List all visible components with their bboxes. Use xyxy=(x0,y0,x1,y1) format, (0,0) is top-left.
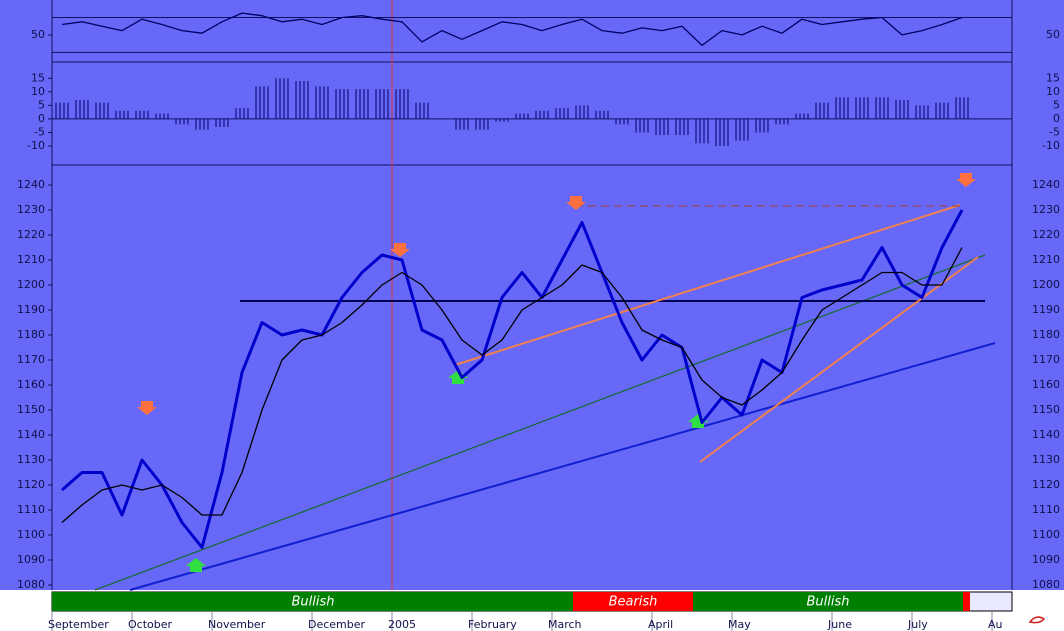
y-tick-label: 5 xyxy=(1053,98,1060,111)
x-tick-label: 2005 xyxy=(388,618,416,631)
y-tick-label: 1080 xyxy=(1032,578,1060,591)
y-tick-label: 1200 xyxy=(17,278,45,291)
signal-bearish xyxy=(573,592,693,611)
sell-arrow xyxy=(956,173,976,187)
y-tick-label: 1190 xyxy=(1032,303,1060,316)
buy-arrow xyxy=(448,370,468,384)
y-tick-label: 1240 xyxy=(1032,178,1060,191)
y-tick-label: 1120 xyxy=(17,478,45,491)
y-tick-label: 1150 xyxy=(1032,403,1060,416)
x-tick-label: Au xyxy=(988,618,1003,631)
y-tick-label: 15 xyxy=(1046,71,1060,84)
y-tick-label: -10 xyxy=(1042,139,1060,152)
signal-label: Bullish xyxy=(806,595,849,610)
y-tick-label: 1220 xyxy=(1032,228,1060,241)
x-tick-label: April xyxy=(648,618,673,631)
buy-arrow xyxy=(186,558,206,572)
x-tick-label: November xyxy=(208,618,266,631)
series-line xyxy=(61,247,963,523)
x-tick-label: June xyxy=(827,618,852,631)
y-tick-label: 10 xyxy=(31,85,45,98)
y-tick-label: 1080 xyxy=(17,578,45,591)
y-tick-label: 1200 xyxy=(1032,278,1060,291)
x-tick-label: March xyxy=(548,618,582,631)
y-tick-label: 1140 xyxy=(1032,428,1060,441)
x-tick-label: December xyxy=(308,618,366,631)
signal-bullish xyxy=(52,592,573,611)
x-tick-label: May xyxy=(728,618,751,631)
y-tick-label: 0 xyxy=(38,112,45,125)
signal-bearish xyxy=(963,592,970,611)
signal-label: Bearish xyxy=(609,595,658,610)
y-tick-label: 1130 xyxy=(17,453,45,466)
y-tick-label: 1110 xyxy=(17,503,45,516)
y-tick-label: 1230 xyxy=(17,203,45,216)
y-tick-label: 1150 xyxy=(17,403,45,416)
sell-arrow xyxy=(390,243,410,257)
signal-label: Bullish xyxy=(291,595,334,610)
y-tick-label: 1170 xyxy=(17,353,45,366)
series-line xyxy=(61,209,964,549)
logo xyxy=(1028,616,1046,624)
y-tick-label: -5 xyxy=(1049,125,1060,138)
y-tick-label: 1110 xyxy=(1032,503,1060,516)
y-tick-label: 50 xyxy=(1046,28,1060,41)
sell-arrow xyxy=(566,196,586,210)
y-tick-label: 1210 xyxy=(17,253,45,266)
background xyxy=(0,0,1064,590)
y-tick-label: -10 xyxy=(27,139,45,152)
y-tick-label: 50 xyxy=(31,28,45,41)
y-tick-label: 1220 xyxy=(17,228,45,241)
buy-arrow xyxy=(688,414,708,428)
y-tick-label: 1120 xyxy=(1032,478,1060,491)
y-tick-label: 1190 xyxy=(17,303,45,316)
y-tick-label: 1090 xyxy=(1032,553,1060,566)
trend-line xyxy=(454,204,961,366)
y-tick-label: 1160 xyxy=(1032,378,1060,391)
sell-arrow xyxy=(137,401,157,415)
x-tick-label: July xyxy=(907,618,928,631)
y-tick-label: 1180 xyxy=(1032,328,1060,341)
y-tick-label: 1090 xyxy=(17,553,45,566)
x-tick-label: October xyxy=(128,618,172,631)
y-tick-label: 1180 xyxy=(17,328,45,341)
y-tick-label: 1100 xyxy=(1032,528,1060,541)
signal-bullish xyxy=(693,592,963,611)
y-tick-label: 1210 xyxy=(1032,253,1060,266)
y-tick-label: 15 xyxy=(31,71,45,84)
y-tick-label: 0 xyxy=(1053,112,1060,125)
trend-line xyxy=(94,254,986,591)
y-tick-label: 1170 xyxy=(1032,353,1060,366)
y-tick-label: 10 xyxy=(1046,85,1060,98)
y-tick-label: 1130 xyxy=(1032,453,1060,466)
y-tick-label: 1160 xyxy=(17,378,45,391)
y-tick-label: 1100 xyxy=(17,528,45,541)
trend-line xyxy=(129,342,996,591)
y-tick-label: -5 xyxy=(34,125,45,138)
trend-line xyxy=(699,256,979,463)
x-tick-label: September xyxy=(48,618,109,631)
drawings xyxy=(94,173,996,591)
y-tick-label: 1240 xyxy=(17,178,45,191)
y-tick-label: 5 xyxy=(38,98,45,111)
x-tick-label: February xyxy=(468,618,517,631)
series-line xyxy=(61,12,963,47)
y-tick-label: 1230 xyxy=(1032,203,1060,216)
y-tick-label: 1140 xyxy=(17,428,45,441)
